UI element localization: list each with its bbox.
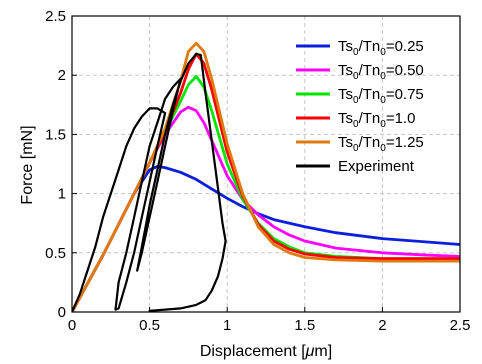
series-line <box>72 52 227 312</box>
legend-entry: Ts0/Tn0=1.25 <box>338 134 424 154</box>
legend-entry: Experiment <box>338 158 415 175</box>
y-tick-label: 2.5 <box>45 8 66 25</box>
legend-entry: Ts0/Tn0=0.50 <box>338 62 424 82</box>
y-tick-label: 0.5 <box>45 245 66 262</box>
x-axis-label: Displacement [μm] <box>200 343 332 360</box>
y-tick-label: 2 <box>58 67 66 84</box>
x-tick-label: 0.5 <box>139 317 160 334</box>
legend-entry: Ts0/Tn0=1.0 <box>338 110 415 130</box>
x-tick-label: 1 <box>223 317 231 334</box>
legend-entry: Ts0/Tn0=0.25 <box>338 38 424 58</box>
series-layer <box>72 41 460 312</box>
series-line <box>72 41 460 312</box>
x-tick-label: 1.5 <box>294 317 315 334</box>
plot-frame <box>71 15 461 313</box>
y-tick-label: 1 <box>58 186 66 203</box>
x-tick-label: 0 <box>68 317 76 334</box>
x-tick-label: 2.5 <box>450 317 471 334</box>
y-tick-label: 0 <box>58 304 66 321</box>
y-tick-label: 1.5 <box>45 126 66 143</box>
axis-ticks: 0 0.5 1 1.5 2 2.5 0 0.5 1 1.5 2 2.5 <box>45 8 470 334</box>
y-axis-label: Force [mN] <box>19 125 36 204</box>
legend: Ts0/Tn0=0.25 Ts0/Tn0=0.50 Ts0/Tn0=0.75 Ts0/… <box>296 38 424 175</box>
x-tick-label: 2 <box>378 317 386 334</box>
legend-entry: Ts0/Tn0=0.75 <box>338 86 424 106</box>
